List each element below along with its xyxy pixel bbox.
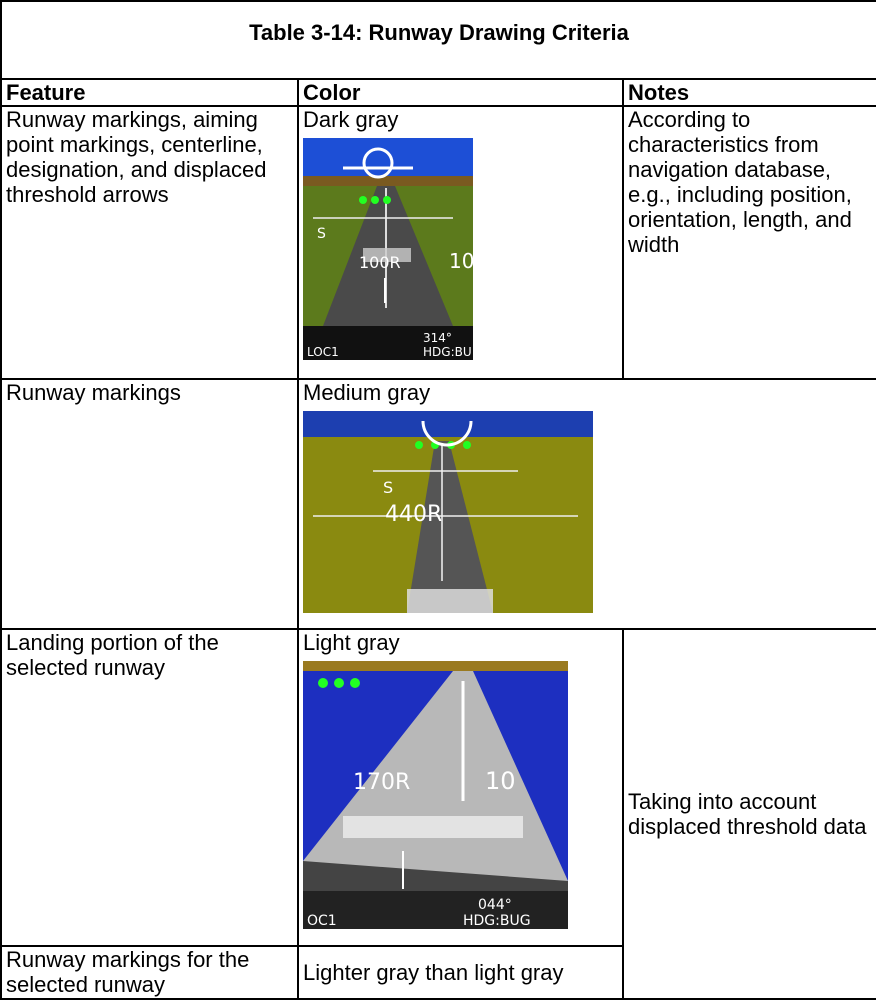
feature: Runway markings	[6, 380, 181, 405]
row: Runway markings Medium gray S 440R	[0, 378, 876, 630]
runway-image: S 100R 10 314° HDG:BU LOC1	[303, 138, 473, 360]
notes-cell: According to characteristics from naviga…	[622, 105, 876, 380]
color-cell: Dark gray S 100R 10 314° HDG:BU LOC1	[297, 105, 624, 380]
feature-cell: Runway markings	[0, 378, 299, 630]
image-label: S	[383, 478, 393, 497]
image-label: 044°	[478, 897, 512, 913]
header-cell: Notes	[622, 78, 876, 107]
image-label: 314°	[423, 331, 452, 345]
image-label: 440R	[385, 502, 442, 527]
notes: Taking into account displaced threshold …	[628, 789, 867, 839]
runway-image: 170R 10 044° HDG:BUG OC1	[303, 661, 568, 929]
header-row: Feature Color Notes	[0, 78, 876, 107]
feature: Landing portion of the selected runway	[6, 630, 219, 680]
runway-image: S 440R	[303, 411, 593, 613]
table-title: Table 3-14: Runway Drawing Criteria	[0, 0, 876, 80]
title-row: Table 3-14: Runway Drawing Criteria	[0, 0, 876, 80]
image-label: 10	[485, 767, 516, 795]
color-cell: Medium gray S 440R	[297, 378, 876, 630]
feature-cell: Runway markings for the selected runway	[0, 945, 299, 1000]
color-cell: Lighter gray than light gray	[297, 945, 624, 1000]
notes: According to characteristics from naviga…	[628, 107, 852, 257]
color: Dark gray	[303, 107, 399, 132]
image-label: OC1	[307, 913, 337, 929]
header-cell: Color	[297, 78, 624, 107]
feature: Runway markings, aiming point markings, …	[6, 107, 267, 207]
image-label: HDG:BU	[423, 345, 472, 359]
image-label: 10	[449, 249, 473, 273]
color-cell: Light gray 170R 10 044° HDG:BUG OC1	[297, 628, 624, 947]
image-label: LOC1	[307, 345, 339, 359]
color: Medium gray	[303, 380, 431, 405]
row: Runway markings, aiming point markings, …	[0, 105, 876, 380]
image-label: S	[317, 226, 326, 242]
feature-cell: Landing portion of the selected runway	[0, 628, 299, 947]
color: Lighter gray than light gray	[303, 960, 564, 985]
image-label: 100R	[359, 253, 401, 272]
header-cell: Feature	[0, 78, 299, 107]
image-label: HDG:BUG	[463, 913, 531, 929]
notes-cell: Taking into account displaced threshold …	[622, 628, 876, 1000]
feature: Runway markings for the selected runway	[6, 947, 250, 997]
color: Light gray	[303, 630, 400, 655]
feature-cell: Runway markings, aiming point markings, …	[0, 105, 299, 380]
row: Landing portion of the selected runway L…	[0, 628, 876, 1000]
image-label: 170R	[353, 770, 410, 795]
